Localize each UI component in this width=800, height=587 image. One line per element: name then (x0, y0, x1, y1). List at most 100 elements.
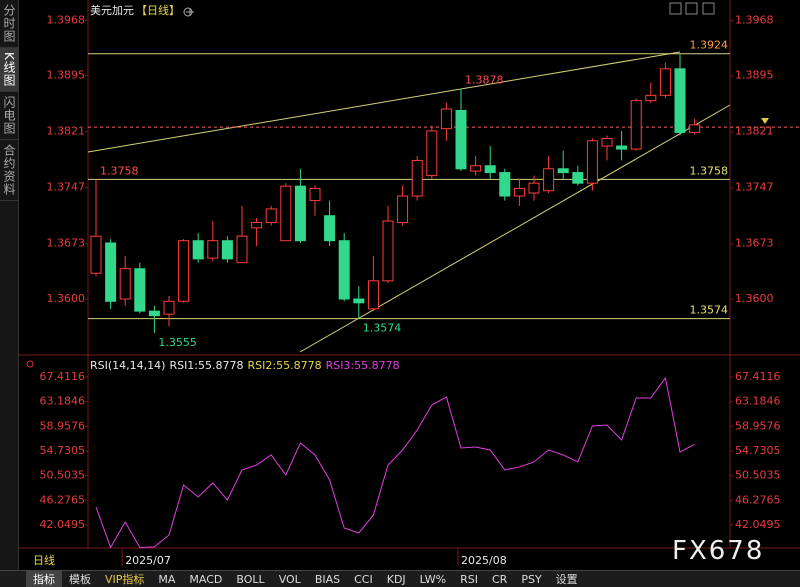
y-tick-label: 1.3747 (47, 181, 86, 194)
candle-body (251, 222, 263, 229)
toolbar-item[interactable]: BOLL (236, 573, 265, 586)
extreme-label: 1.3574 (363, 322, 402, 335)
candle-body (528, 182, 540, 194)
window-button[interactable] (669, 2, 682, 15)
extreme-label: 1.3555 (158, 336, 197, 349)
extreme-label: 1.3878 (465, 74, 504, 87)
window-button[interactable] (685, 2, 698, 15)
y-tick-label: 63.1846 (40, 395, 86, 408)
rsi-line (95, 376, 695, 549)
candle-body (543, 168, 555, 192)
candle-body (105, 242, 117, 302)
candle-body (338, 240, 350, 300)
y-tick-label: 1.3895 (47, 69, 86, 82)
toolbar-item[interactable]: LW% (419, 573, 447, 586)
toolbar-item[interactable]: 指标 (26, 571, 62, 587)
toolbar-item[interactable]: MA (158, 573, 176, 586)
sidebar-tab[interactable]: K线图 (0, 48, 18, 92)
candle-body (470, 165, 482, 172)
y-tick-label: 1.3968 (47, 13, 86, 26)
y-tick-label: 58.9576 (735, 419, 781, 432)
candle-body (134, 268, 146, 312)
candle-body (163, 300, 175, 315)
chart-canvas: 美元加元 【日线】 RSI(14,14,14) 日线 1.3968 1.3968 1… (18, 0, 800, 567)
toolbar-item[interactable]: MACD (189, 573, 223, 586)
y-tick-label: 63.1846 (735, 395, 781, 408)
y-tick-label: 54.7305 (40, 444, 86, 457)
y-tick-label: 58.9576 (40, 419, 86, 432)
y-tick-label: 1.3673 (735, 237, 774, 250)
candle-body (221, 240, 233, 260)
sidebar-tab[interactable]: 分时图 (0, 0, 18, 48)
candle-body (659, 68, 671, 96)
candle-body (499, 172, 511, 197)
toolbar-item[interactable]: CR (492, 573, 508, 586)
chart-title: 美元加元 (90, 4, 134, 17)
toolbar-item[interactable]: BIAS (314, 573, 341, 586)
toolbar-item[interactable]: 模板 (69, 573, 91, 586)
candle-body (367, 280, 379, 310)
toolbar-item[interactable]: RSI (460, 573, 478, 586)
x-tick-label: 2025/07 (125, 554, 171, 567)
y-tick-label: 1.3600 (47, 292, 86, 305)
period-label: 日线 (33, 553, 55, 567)
candle-body (265, 208, 277, 224)
candle-body (178, 240, 190, 302)
candle-body (192, 240, 204, 260)
candle-body (382, 220, 394, 282)
price-marker (761, 118, 769, 124)
candle-body (513, 187, 525, 197)
level-label: 1.3574 (690, 304, 729, 317)
y-tick-label: 42.0495 (40, 518, 86, 531)
toolbar-item[interactable]: CCI (354, 573, 373, 586)
toolbar-item[interactable]: PSY (521, 573, 542, 586)
panel-icon[interactable] (26, 360, 34, 368)
trend-line (87, 51, 681, 153)
y-tick-label: 42.0495 (735, 518, 781, 531)
candle-body (309, 187, 321, 202)
toolbar-item[interactable]: VIP指标 (105, 573, 145, 586)
y-tick-label: 50.5035 (735, 469, 781, 482)
rsi-readout: RSI3:55.8778 (326, 359, 400, 372)
candle-body (616, 145, 628, 150)
candle-body (645, 94, 657, 102)
candle-body (411, 159, 423, 197)
candle-body (90, 235, 102, 274)
chart-subtitle: 【日线】 (136, 3, 180, 17)
candle-body (207, 240, 219, 259)
candle-body (148, 310, 160, 317)
sidebar-tab[interactable]: 合约资料 (0, 140, 18, 201)
candle-body (674, 68, 686, 133)
candle-body (689, 124, 701, 133)
candle-body (484, 165, 496, 174)
y-tick-label: 46.2765 (40, 493, 86, 506)
candle-body (294, 185, 306, 242)
extreme-label: 1.3758 (100, 164, 139, 177)
sidebar-tab[interactable]: 闪电图 (0, 92, 18, 140)
candle-body (572, 172, 584, 184)
rsi-readout: RSI1:55.8778 (169, 359, 243, 372)
rsi-readout: RSI2:55.8778 (248, 359, 322, 372)
toolbar-item[interactable]: VOL (278, 573, 301, 586)
candle-body (426, 130, 438, 177)
y-tick-label: 67.4116 (735, 370, 781, 383)
toolbar-item[interactable]: 设置 (555, 573, 578, 586)
level-label: 1.3924 (690, 39, 729, 52)
y-tick-label: 1.3821 (47, 125, 86, 138)
y-tick-label: 1.3600 (735, 292, 774, 305)
candle-body (353, 298, 365, 304)
window-button[interactable] (702, 2, 715, 15)
candle-body (455, 109, 467, 170)
y-tick-label: 67.4116 (40, 370, 86, 383)
candle-body (630, 100, 642, 150)
candle-body (324, 215, 336, 242)
watermark: FX678 (672, 536, 765, 566)
y-tick-label: 1.3968 (735, 13, 774, 26)
level-label: 1.3758 (690, 164, 729, 177)
candle-body (236, 235, 248, 264)
y-tick-label: 54.7305 (735, 444, 781, 457)
toolbar-item[interactable]: KDJ (386, 573, 406, 586)
y-tick-label: 50.5035 (40, 469, 86, 482)
rsi-title: RSI(14,14,14) (90, 359, 165, 372)
